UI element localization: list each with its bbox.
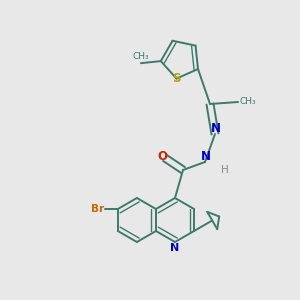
- Text: O: O: [157, 151, 167, 164]
- Text: Br: Br: [91, 204, 104, 214]
- Text: H: H: [221, 165, 229, 175]
- Text: N: N: [201, 151, 211, 164]
- Text: S: S: [172, 72, 181, 85]
- Text: CH₃: CH₃: [240, 98, 256, 106]
- Text: N: N: [170, 243, 180, 253]
- Text: N: N: [211, 122, 221, 136]
- Text: CH₃: CH₃: [133, 52, 149, 61]
